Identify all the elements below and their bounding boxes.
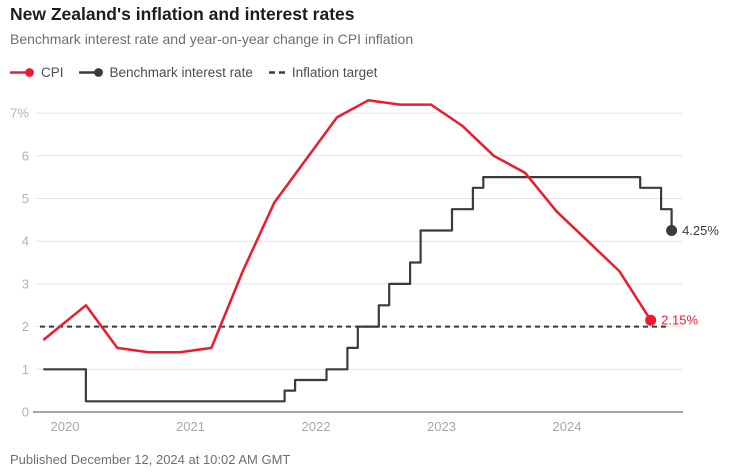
y-tick-label: 1 xyxy=(22,362,29,377)
benchmark-legend-marker-icon xyxy=(78,67,104,78)
x-tick-label: 2022 xyxy=(302,419,331,434)
legend-label-inflation-target: Inflation target xyxy=(291,64,378,80)
chart-subtitle: Benchmark interest rate and year-on-year… xyxy=(10,31,414,47)
legend: CPI Benchmark interest rate Inflation ta… xyxy=(10,62,377,82)
y-tick-label: 0 xyxy=(22,405,29,420)
cpi-end-dot xyxy=(645,314,657,326)
y-tick-label: 3 xyxy=(22,276,29,291)
benchmark-end-label: 4.25% xyxy=(682,223,719,238)
line-chart: 0 1 2 3 4 5 6 7% 2020 2021 2022 2023 2024 4.25% 2.15% xyxy=(0,88,742,448)
footer-note: Published December 12, 2024 at 10:02 AM … xyxy=(10,452,291,467)
x-tick-label: 2021 xyxy=(176,419,205,434)
y-tick-label: 2 xyxy=(22,319,29,334)
chart-canvas: 0 1 2 3 4 5 6 7% 2020 2021 2022 2023 2024 4.25% 2.15% xyxy=(10,99,719,434)
cpi-end-label: 2.15% xyxy=(661,313,698,328)
legend-item-inflation-target: Inflation target xyxy=(268,64,378,80)
benchmark-line xyxy=(43,176,673,403)
cpi-line xyxy=(42,99,652,354)
cpi-legend-marker-icon xyxy=(10,67,35,78)
y-tick-label: 4 xyxy=(22,234,29,249)
inflation-target-legend-marker-icon xyxy=(268,67,286,78)
legend-label-benchmark: Benchmark interest rate xyxy=(109,64,253,80)
chart-title: New Zealand's inflation and interest rat… xyxy=(10,4,355,24)
x-tick-label: 2024 xyxy=(553,419,582,434)
benchmark-end-dot xyxy=(666,225,678,237)
x-tick-label: 2020 xyxy=(51,419,80,434)
legend-item-cpi: CPI xyxy=(10,65,64,80)
y-tick-label: 6 xyxy=(22,148,29,163)
legend-label-cpi: CPI xyxy=(41,64,64,80)
y-tick-label: 5 xyxy=(22,191,29,206)
y-tick-label: 7% xyxy=(10,106,29,121)
x-tick-label: 2023 xyxy=(427,419,456,434)
legend-item-benchmark: Benchmark interest rate xyxy=(78,64,253,80)
